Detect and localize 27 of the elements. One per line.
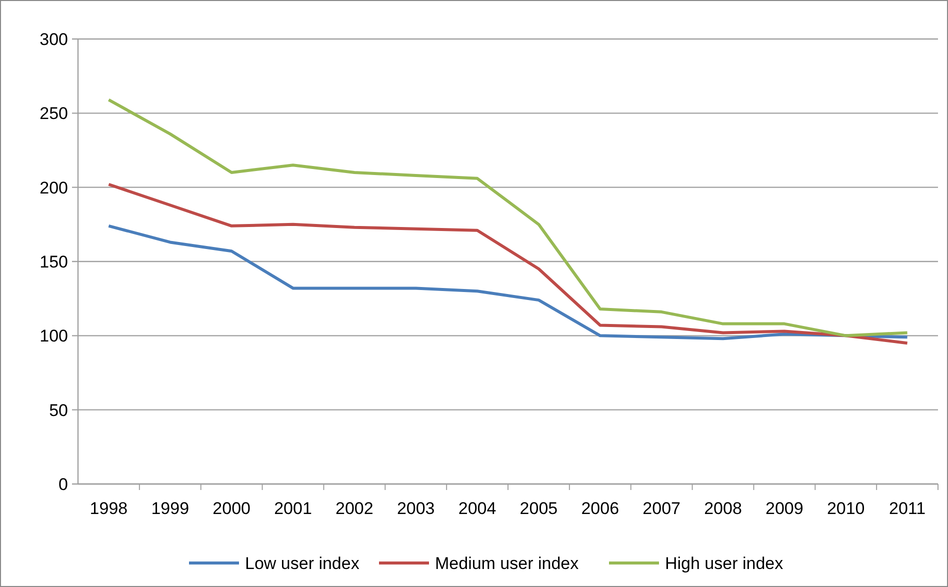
line-series bbox=[107, 224, 909, 340]
x-tick-label: 2004 bbox=[458, 499, 496, 518]
x-tick-label: 1999 bbox=[151, 499, 190, 518]
legend-label: High user index bbox=[665, 554, 784, 573]
x-tick-label: 2010 bbox=[826, 499, 865, 518]
x-tick-label: 2007 bbox=[642, 499, 680, 518]
x-tick-label: 2005 bbox=[520, 499, 558, 518]
line-series bbox=[107, 182, 909, 345]
x-tick-label: 2008 bbox=[704, 499, 742, 518]
y-tick-label: 150 bbox=[40, 252, 68, 272]
line-series bbox=[107, 98, 909, 338]
x-tick-label: 2002 bbox=[336, 499, 374, 518]
y-tick-label: 300 bbox=[40, 30, 68, 49]
y-tick-label: 250 bbox=[40, 104, 68, 124]
x-tick-label: 2006 bbox=[581, 499, 620, 518]
y-tick-label: 200 bbox=[40, 178, 68, 198]
x-tick-label: 1998 bbox=[90, 499, 128, 518]
legend-label: Medium user index bbox=[435, 554, 580, 573]
x-tick-label: 2000 bbox=[212, 499, 250, 518]
y-tick-label: 0 bbox=[58, 474, 68, 494]
y-tick-label: 100 bbox=[40, 326, 68, 346]
x-tick-label: 2001 bbox=[274, 499, 312, 518]
y-tick-label: 50 bbox=[49, 400, 68, 420]
x-tick-label: 2003 bbox=[396, 499, 435, 518]
x-tick-label: 2011 bbox=[889, 499, 926, 518]
x-tick-label: 2009 bbox=[766, 499, 804, 518]
legend-label: Low user index bbox=[245, 554, 360, 573]
